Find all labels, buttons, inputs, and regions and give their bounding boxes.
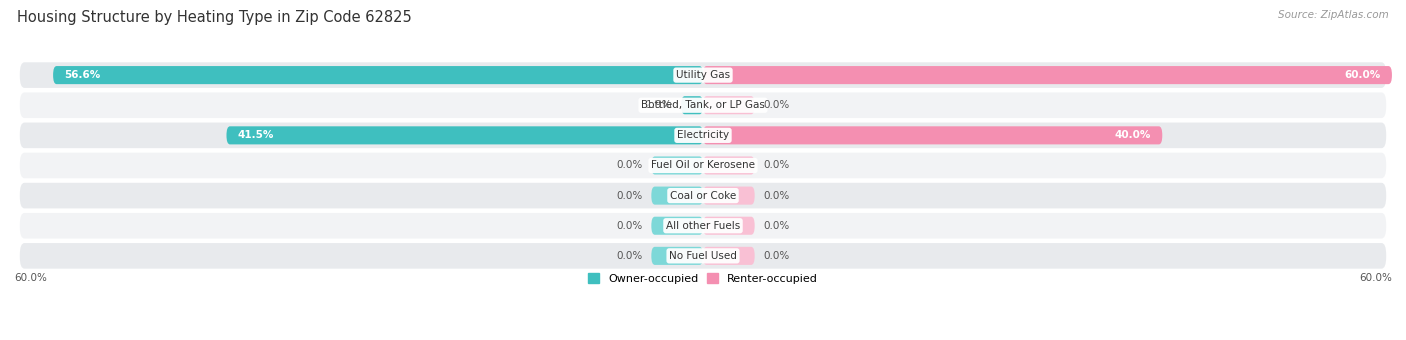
FancyBboxPatch shape	[53, 66, 703, 84]
FancyBboxPatch shape	[703, 187, 755, 205]
Text: 0.0%: 0.0%	[763, 251, 790, 261]
Text: Utility Gas: Utility Gas	[676, 70, 730, 80]
Text: 40.0%: 40.0%	[1115, 130, 1152, 140]
FancyBboxPatch shape	[20, 243, 1386, 269]
Text: 0.0%: 0.0%	[763, 160, 790, 170]
FancyBboxPatch shape	[651, 217, 703, 235]
Text: 41.5%: 41.5%	[238, 130, 274, 140]
Text: 0.0%: 0.0%	[616, 221, 643, 231]
Text: Housing Structure by Heating Type in Zip Code 62825: Housing Structure by Heating Type in Zip…	[17, 10, 412, 25]
Text: 1.9%: 1.9%	[645, 100, 672, 110]
FancyBboxPatch shape	[651, 247, 703, 265]
FancyBboxPatch shape	[651, 187, 703, 205]
FancyBboxPatch shape	[20, 183, 1386, 208]
FancyBboxPatch shape	[703, 156, 755, 174]
Text: 60.0%: 60.0%	[1360, 273, 1392, 284]
Text: 0.0%: 0.0%	[763, 191, 790, 201]
FancyBboxPatch shape	[703, 126, 1163, 144]
Text: Bottled, Tank, or LP Gas: Bottled, Tank, or LP Gas	[641, 100, 765, 110]
Text: No Fuel Used: No Fuel Used	[669, 251, 737, 261]
Text: 0.0%: 0.0%	[616, 160, 643, 170]
Text: All other Fuels: All other Fuels	[666, 221, 740, 231]
FancyBboxPatch shape	[20, 122, 1386, 148]
Text: 0.0%: 0.0%	[616, 251, 643, 261]
Text: Source: ZipAtlas.com: Source: ZipAtlas.com	[1278, 10, 1389, 20]
FancyBboxPatch shape	[651, 156, 703, 174]
FancyBboxPatch shape	[703, 96, 755, 114]
FancyBboxPatch shape	[226, 126, 703, 144]
Text: Fuel Oil or Kerosene: Fuel Oil or Kerosene	[651, 160, 755, 170]
Text: 60.0%: 60.0%	[1344, 70, 1381, 80]
Text: 60.0%: 60.0%	[14, 273, 46, 284]
Text: 0.0%: 0.0%	[763, 221, 790, 231]
FancyBboxPatch shape	[20, 213, 1386, 239]
Text: 0.0%: 0.0%	[763, 100, 790, 110]
FancyBboxPatch shape	[20, 92, 1386, 118]
Text: Coal or Coke: Coal or Coke	[669, 191, 737, 201]
FancyBboxPatch shape	[703, 66, 1392, 84]
FancyBboxPatch shape	[703, 247, 755, 265]
Text: Electricity: Electricity	[676, 130, 730, 140]
FancyBboxPatch shape	[20, 153, 1386, 178]
Legend: Owner-occupied, Renter-occupied: Owner-occupied, Renter-occupied	[583, 269, 823, 288]
FancyBboxPatch shape	[703, 217, 755, 235]
FancyBboxPatch shape	[681, 96, 703, 114]
Text: 56.6%: 56.6%	[65, 70, 101, 80]
FancyBboxPatch shape	[20, 62, 1386, 88]
Text: 0.0%: 0.0%	[616, 191, 643, 201]
